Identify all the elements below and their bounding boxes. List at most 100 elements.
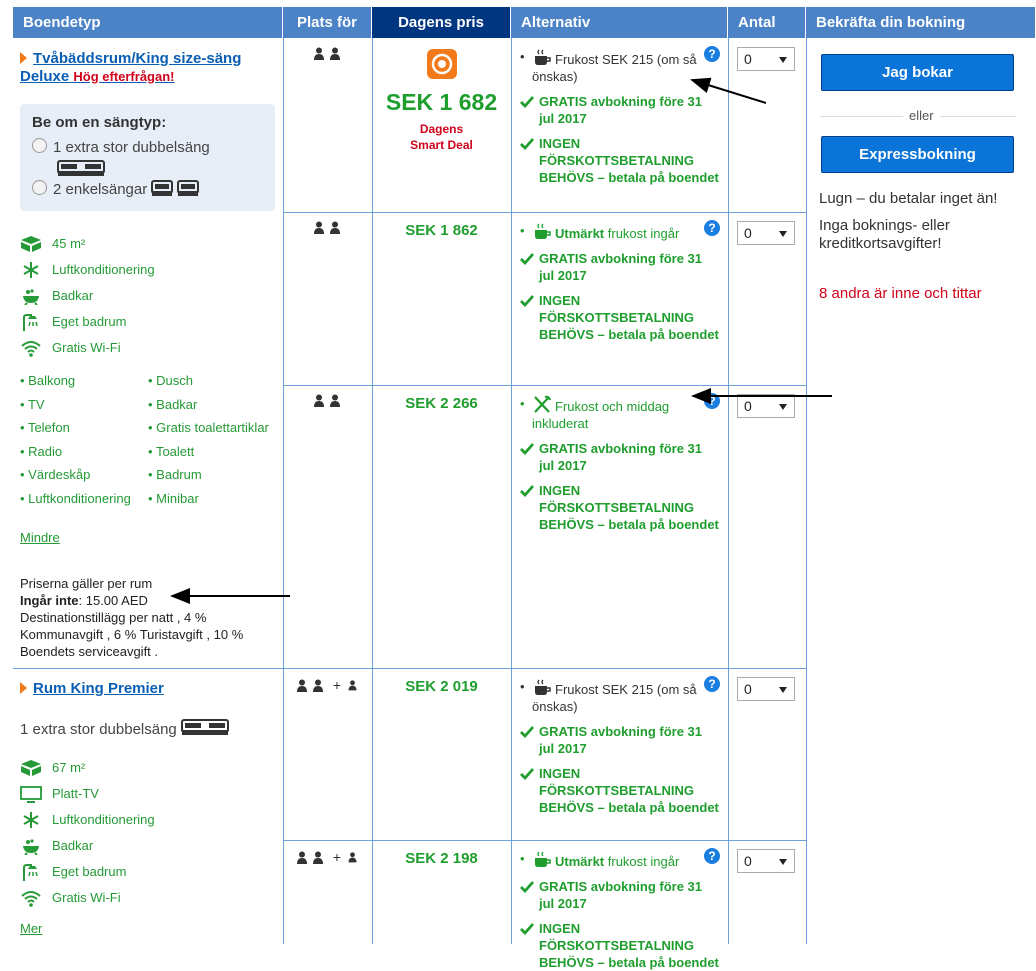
meal-text: Utmärkt frukost ingår	[532, 222, 679, 242]
amenity: Badrum	[148, 467, 276, 483]
facility-label: 45 m²	[52, 236, 86, 251]
cancel-text: GRATIS avbokning före 31 jul 2017	[539, 251, 703, 283]
meal: • Frukost och middag inkluderat	[520, 395, 720, 432]
prepay-policy: INGEN FÖRSKOTTSBETALNING BEHÖVS – betala…	[520, 135, 720, 186]
quantity-select[interactable]: 0	[737, 394, 795, 418]
facility-label: Platt-TV	[52, 786, 99, 801]
facility: Badkar	[20, 283, 276, 309]
facility-icon	[21, 341, 41, 357]
facility: Luftkonditionering	[20, 257, 276, 283]
price: SEK 1 862	[405, 222, 478, 239]
meal-label: frukost ingår	[607, 854, 680, 869]
page: (() => { const data = JSON.parse(documen…	[0, 0, 1036, 944]
prepay-policy: INGEN FÖRSKOTTSBETALNING BEHÖVS – betala…	[520, 482, 720, 533]
viewers-note: 8 andra är inne och tittar	[819, 285, 982, 302]
meal-strong: Utmärkt	[555, 854, 605, 869]
help-icon[interactable]: ?	[704, 393, 720, 409]
meal-icon	[534, 395, 551, 413]
meal: • Utmärkt frukost ingår	[520, 222, 720, 242]
meal-icon	[535, 223, 551, 239]
check-icon	[520, 881, 535, 893]
radio[interactable]	[32, 138, 47, 153]
deal-label: Dagens Smart Deal	[372, 121, 511, 153]
smart-deal-icon	[426, 49, 457, 79]
facility-icon	[21, 760, 41, 776]
cancel-policy: GRATIS avbokning före 31 jul 2017	[520, 93, 720, 127]
facility-label: 67 m²	[52, 760, 86, 775]
quantity-select[interactable]: 0	[737, 677, 795, 701]
header-cell: Boendetyp	[13, 7, 283, 38]
alternatives: ? • Frukost SEK 215 (om så önskas) GRATIS a…	[511, 46, 728, 186]
facility: Gratis Wi-Fi	[20, 335, 276, 361]
price-cell: SEK 2 198	[372, 849, 511, 869]
radio[interactable]	[32, 180, 47, 195]
help-icon[interactable]: ?	[704, 220, 720, 236]
help-icon[interactable]: ?	[704, 676, 720, 692]
bed-type: 1 extra stor dubbelsäng	[20, 718, 276, 741]
facilities: 45 m² Luftkonditionering Badkar Eget badrum…	[20, 231, 276, 361]
price-note: Priserna gäller per rum Ingår inte: 15.00…	[20, 575, 276, 660]
facility-label: Luftkonditionering	[52, 262, 155, 277]
meal: • Frukost SEK 215 (om så önskas)	[520, 48, 720, 85]
meal-text: Utmärkt frukost ingår	[532, 850, 679, 870]
book-button[interactable]: Jag bokar	[821, 54, 1014, 91]
meal-icon	[535, 49, 551, 65]
bed-option-label: 1 extra stor dubbelsäng	[53, 139, 210, 156]
price-cell: SEK 1 862	[372, 221, 511, 241]
room-name-link[interactable]: Tvåbäddsrum/King size-säng Deluxe	[20, 50, 242, 85]
booking-panel: Jag bokar eller Expressbokning Lugn – du be…	[806, 38, 1036, 338]
excluded: Ingår inte: 15.00 AED	[20, 592, 276, 609]
express-button[interactable]: Expressbokning	[821, 136, 1014, 173]
meal-text: Frukost och middag inkluderat	[532, 395, 702, 432]
header-cell: Dagens pris	[372, 7, 511, 38]
toggle-link[interactable]: Mindre	[20, 530, 60, 545]
facility-label: Eget badrum	[52, 314, 127, 329]
quantity-select[interactable]: 0	[737, 221, 795, 245]
price-cell: SEK 2 019	[372, 677, 511, 697]
facility: Badkar	[20, 833, 276, 859]
facility-icon	[21, 891, 41, 907]
check-icon	[520, 253, 535, 265]
facility: 45 m²	[20, 231, 276, 257]
facility: 67 m²	[20, 755, 276, 781]
adult-icon	[296, 851, 323, 864]
meal: • Frukost SEK 215 (om så önskas)	[520, 678, 720, 715]
facility: Eget badrum	[20, 859, 276, 885]
meal-icon	[535, 679, 551, 695]
bed-option[interactable]: 1 extra stor dubbelsäng	[32, 137, 263, 179]
bullet: •	[520, 851, 525, 866]
cancel-text: GRATIS avbokning före 31 jul 2017	[539, 724, 703, 756]
bed-option[interactable]: 2 enkelsängar	[32, 179, 263, 201]
quantity-select[interactable]: 0	[737, 849, 795, 873]
meal-icon	[535, 851, 551, 867]
reassurance: Lugn – du betalar inget än!	[819, 190, 998, 207]
facility-label: Luftkonditionering	[52, 812, 155, 827]
row-border	[283, 385, 806, 386]
facility-label: Eget badrum	[52, 864, 127, 879]
meal-text: Frukost SEK 215 (om så önskas)	[532, 678, 702, 715]
check-icon	[520, 295, 535, 307]
cancel-policy: GRATIS avbokning före 31 jul 2017	[520, 723, 720, 757]
arrow-icon	[20, 682, 27, 694]
prepay-policy: INGEN FÖRSKOTTSBETALNING BEHÖVS – betala…	[520, 920, 720, 971]
prepay-text: INGEN FÖRSKOTTSBETALNING BEHÖVS – betala…	[539, 766, 719, 815]
help-icon[interactable]: ?	[704, 46, 720, 62]
column-border	[806, 38, 807, 944]
bullet: •	[520, 679, 525, 694]
bed-icon	[57, 160, 105, 176]
excluded-label: Ingår inte	[20, 593, 79, 608]
check-icon	[520, 768, 535, 780]
quantity-select[interactable]: 0	[737, 47, 795, 71]
help-icon[interactable]: ?	[704, 848, 720, 864]
cancel-policy: GRATIS avbokning före 31 jul 2017	[520, 250, 720, 284]
bullet: •	[520, 223, 525, 238]
check-icon	[520, 443, 535, 455]
cancel-text: GRATIS avbokning före 31 jul 2017	[539, 441, 703, 473]
bed-option-label: 2 enkelsängar	[53, 181, 148, 198]
guests	[283, 47, 372, 60]
toggle-link[interactable]: Mer	[20, 921, 43, 936]
excluded-text: : 15.00 AED	[78, 593, 148, 608]
deal-line: Smart Deal	[410, 138, 473, 152]
room-info: Tvåbäddsrum/King size-säng Deluxe Hög ef…	[13, 38, 283, 670]
room-name-link[interactable]: Rum King Premier	[33, 680, 164, 697]
